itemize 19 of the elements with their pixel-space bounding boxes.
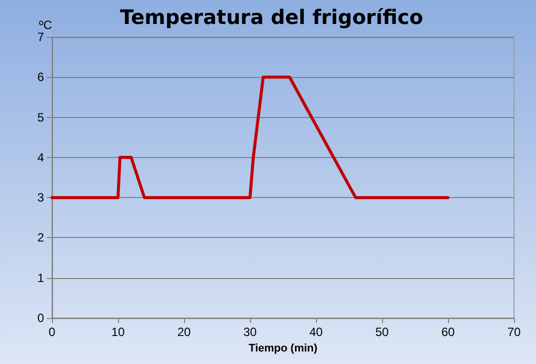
x-tick-label: 20 <box>177 325 191 339</box>
y-tick-label: 7 <box>37 30 44 44</box>
y-tick-label: 0 <box>37 311 44 325</box>
x-tick-label: 10 <box>111 325 125 339</box>
y-tick-label: 5 <box>37 110 44 124</box>
chart-title: Temperatura del frigorífico <box>120 5 424 29</box>
y-tick-label: 2 <box>37 230 44 245</box>
y-tick-label: 3 <box>37 190 44 205</box>
y-tick-label: 6 <box>37 70 44 84</box>
y-tick-label: 4 <box>37 150 44 164</box>
x-tick-label: 30 <box>243 325 257 339</box>
x-tick-label: 70 <box>507 325 521 339</box>
x-tick-label: 50 <box>375 325 389 339</box>
y-tick-label: 1 <box>37 270 44 285</box>
x-tick-label: 40 <box>309 325 323 339</box>
x-tick-label: 0 <box>48 325 56 339</box>
y-axis-title: ºC <box>38 18 52 32</box>
x-tick-label: 60 <box>441 325 455 339</box>
x-axis-title: Tiempo (min) <box>248 342 318 354</box>
